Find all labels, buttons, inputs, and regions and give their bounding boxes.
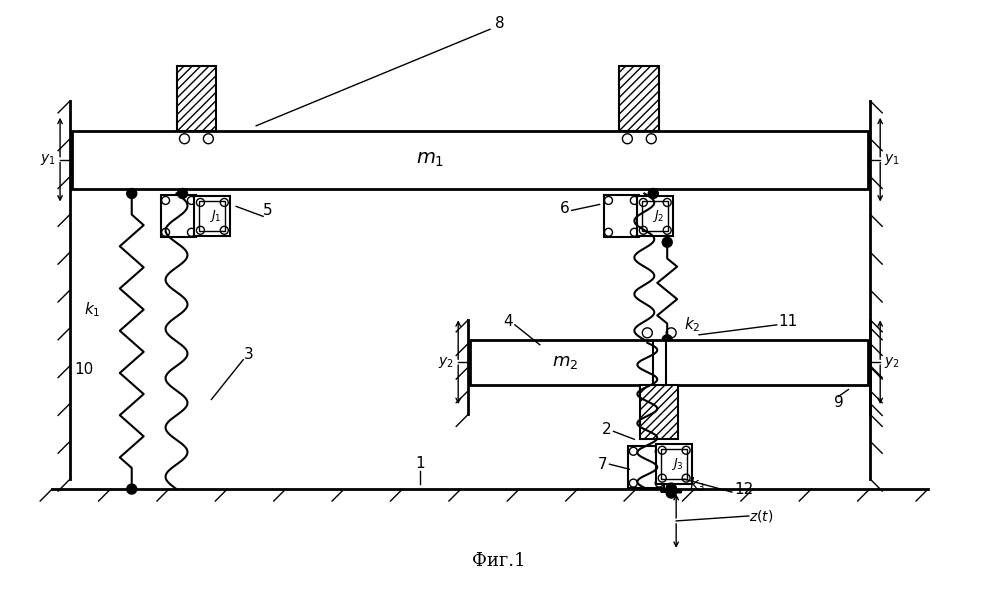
Bar bbox=[656, 444, 692, 484]
Text: $z(t)$: $z(t)$ bbox=[749, 508, 773, 524]
Text: 1: 1 bbox=[416, 456, 426, 471]
Text: $J_1$: $J_1$ bbox=[209, 209, 222, 225]
Bar bbox=[637, 196, 673, 236]
Bar bbox=[642, 202, 668, 231]
Bar bbox=[177, 66, 217, 131]
Text: $J_2$: $J_2$ bbox=[652, 209, 664, 225]
Bar bbox=[603, 196, 639, 237]
Bar bbox=[619, 66, 659, 131]
Text: 10: 10 bbox=[74, 362, 94, 377]
Circle shape bbox=[178, 189, 188, 199]
Text: 9: 9 bbox=[833, 395, 843, 410]
Circle shape bbox=[662, 237, 672, 247]
Bar bbox=[471, 340, 868, 385]
Text: $m_1$: $m_1$ bbox=[417, 151, 445, 169]
Text: $y_2$: $y_2$ bbox=[884, 355, 900, 370]
Text: 4: 4 bbox=[503, 314, 512, 329]
Bar bbox=[200, 202, 226, 231]
Text: $y_2$: $y_2$ bbox=[439, 355, 455, 370]
Bar bbox=[628, 446, 664, 488]
Circle shape bbox=[127, 189, 137, 199]
Text: $J_3$: $J_3$ bbox=[671, 456, 683, 472]
Circle shape bbox=[662, 335, 672, 345]
Bar bbox=[72, 131, 868, 189]
Text: 2: 2 bbox=[601, 422, 611, 437]
Circle shape bbox=[666, 483, 676, 493]
Bar bbox=[195, 196, 231, 236]
Text: 3: 3 bbox=[245, 348, 254, 362]
Text: 12: 12 bbox=[734, 482, 753, 496]
Text: Фиг.1: Фиг.1 bbox=[473, 552, 525, 570]
Text: 11: 11 bbox=[778, 314, 798, 329]
Text: $k_3$: $k_3$ bbox=[689, 476, 706, 495]
Bar bbox=[161, 196, 197, 237]
Text: $y_1$: $y_1$ bbox=[884, 152, 900, 167]
Text: $y_1$: $y_1$ bbox=[40, 152, 56, 167]
Text: 8: 8 bbox=[496, 16, 504, 31]
Circle shape bbox=[666, 488, 676, 498]
Text: $k_2$: $k_2$ bbox=[684, 316, 700, 335]
Text: 6: 6 bbox=[559, 201, 569, 216]
Text: $m_2$: $m_2$ bbox=[551, 353, 577, 371]
Text: 5: 5 bbox=[263, 203, 273, 218]
Circle shape bbox=[648, 189, 658, 199]
Circle shape bbox=[666, 484, 676, 494]
Circle shape bbox=[127, 484, 137, 494]
Bar bbox=[661, 449, 687, 479]
Text: $k_1$: $k_1$ bbox=[84, 301, 100, 319]
Bar bbox=[640, 385, 678, 439]
Text: 7: 7 bbox=[597, 457, 607, 472]
